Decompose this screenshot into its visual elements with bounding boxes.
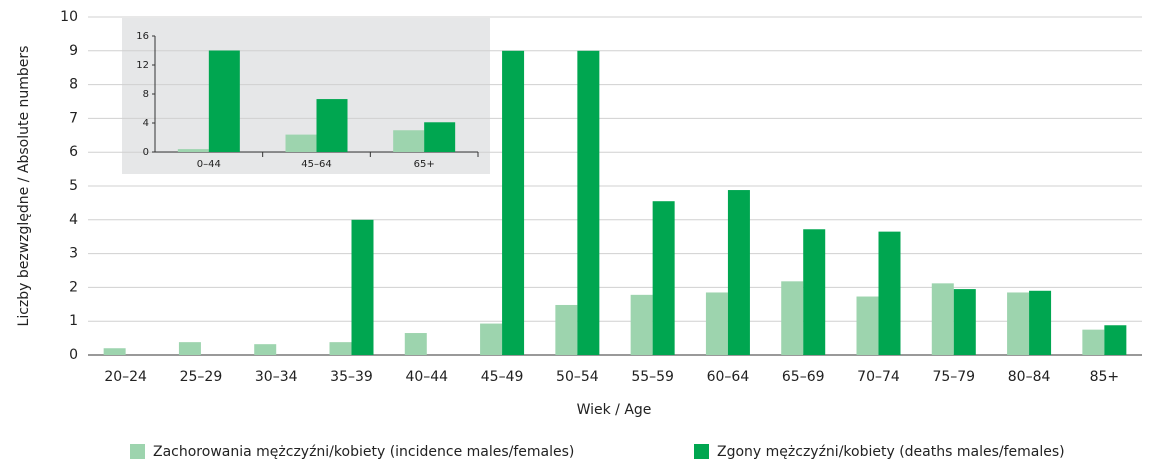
bar xyxy=(316,99,348,152)
y-tick-label: 3 xyxy=(69,246,78,262)
legend-swatch xyxy=(694,444,709,459)
bar xyxy=(329,342,352,355)
bar xyxy=(208,50,240,152)
x-tick-label: 80–84 xyxy=(1008,369,1051,385)
y-tick-label: 7 xyxy=(69,110,78,126)
bar xyxy=(424,122,456,152)
x-tick-label: 45–49 xyxy=(481,369,524,385)
y-tick-label: 10 xyxy=(60,9,78,25)
bar xyxy=(781,281,804,355)
y-axis-label: Liczby bezwzględne / Absolute numbers xyxy=(16,46,32,327)
bar xyxy=(178,342,201,355)
bar xyxy=(1029,290,1052,355)
y-tick-label: 1 xyxy=(69,313,78,329)
x-tick-label: 65+ xyxy=(414,159,435,170)
x-tick-label: 0–44 xyxy=(197,159,221,170)
bar xyxy=(502,50,525,356)
y-tick-label: 12 xyxy=(136,60,149,71)
bar xyxy=(1007,292,1030,355)
bar xyxy=(103,348,126,355)
x-tick-label: 45–64 xyxy=(301,159,331,170)
x-tick-label: 30–34 xyxy=(255,369,298,385)
x-tick-label: 85+ xyxy=(1090,369,1120,385)
x-tick-label: 75–79 xyxy=(932,369,975,385)
bar xyxy=(1082,329,1105,355)
y-tick-label: 6 xyxy=(69,144,78,160)
bar xyxy=(285,134,317,152)
bar xyxy=(351,219,374,355)
x-tick-label: 55–59 xyxy=(631,369,674,385)
y-tick-label: 16 xyxy=(136,31,149,42)
bar xyxy=(953,289,976,355)
bar xyxy=(727,190,750,355)
bar xyxy=(630,294,653,355)
y-tick-label: 0 xyxy=(143,147,149,158)
y-tick-label: 9 xyxy=(69,43,78,59)
x-tick-label: 70–74 xyxy=(857,369,900,385)
bar xyxy=(652,201,675,355)
x-tick-label: 40–44 xyxy=(405,369,448,385)
x-tick-label: 25–29 xyxy=(180,369,223,385)
legend-swatch xyxy=(130,444,145,459)
x-axis-label: Wiek / Age xyxy=(577,402,652,418)
legend-label: Zachorowania mężczyźni/kobiety (incidenc… xyxy=(153,444,574,460)
bar xyxy=(177,149,209,152)
bar xyxy=(856,296,879,355)
bar xyxy=(803,229,826,355)
y-tick-label: 2 xyxy=(69,279,78,295)
bar xyxy=(555,304,578,355)
y-tick-label: 5 xyxy=(69,178,78,194)
bar xyxy=(705,292,728,355)
bar xyxy=(878,231,901,355)
bar xyxy=(254,344,277,355)
y-tick-label: 8 xyxy=(143,89,149,100)
bar xyxy=(931,283,954,355)
y-tick-label: 8 xyxy=(69,77,78,93)
bar xyxy=(404,333,427,355)
bar xyxy=(393,130,425,152)
bar xyxy=(577,50,600,356)
bar xyxy=(1104,325,1127,355)
x-tick-label: 60–64 xyxy=(707,369,750,385)
y-tick-label: 4 xyxy=(69,212,78,228)
y-tick-label: 0 xyxy=(69,347,78,363)
x-tick-label: 20–24 xyxy=(104,369,147,385)
legend-label: Zgony mężczyźni/kobiety (deaths males/fe… xyxy=(717,444,1065,460)
x-tick-label: 50–54 xyxy=(556,369,599,385)
y-tick-label: 4 xyxy=(143,118,149,129)
bar xyxy=(480,323,503,355)
x-tick-label: 65–69 xyxy=(782,369,825,385)
x-tick-label: 35–39 xyxy=(330,369,373,385)
